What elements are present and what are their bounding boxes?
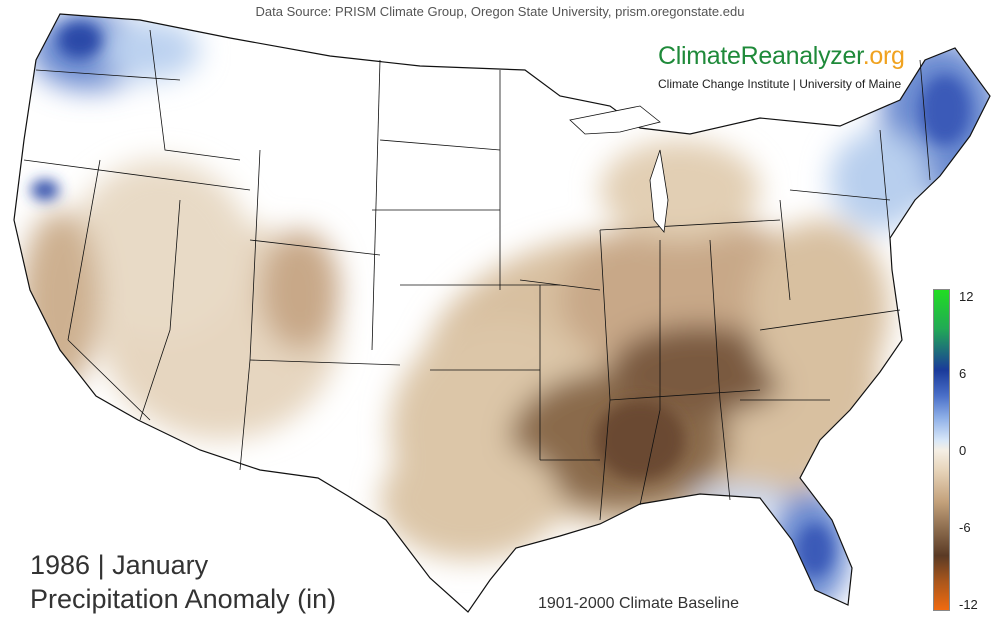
dry-region-great-basin [70,160,250,340]
lake-superior [569,105,661,135]
legend-tick-label: -12 [959,597,978,612]
legend-tick-label: 12 [959,289,974,304]
great-lakes [569,105,669,233]
state-borders [23,29,931,521]
wet-core-oregon [31,180,59,200]
dry-core-tennessee [610,325,790,415]
dry-region-california [20,210,100,390]
baseline-label: 1901-2000 Climate Baseline [538,595,740,612]
lake-michigan [649,149,669,233]
map-title-date: 1986 | January [30,550,209,580]
legend-tick-label: 0 [959,443,967,458]
map-title-block: 1986 | January Precipitation Anomaly (in… [30,548,336,616]
wet-region-gulf-coast [690,486,790,514]
wet-core-washington [58,22,102,58]
us-outline [13,13,991,613]
brand-name-main: ClimateReanalyzer [658,42,863,70]
wet-region-northern-idaho [100,20,200,80]
dry-region-rockies [260,230,340,350]
wet-core-florida [797,524,833,576]
dry-region-texas [380,440,560,560]
dry-core-mississippi [595,400,685,480]
brand-block: ClimateReanalyzer.org Climate Change Ins… [658,42,905,91]
brand-subtitle: Climate Change Institute | University of… [658,77,902,91]
data-source-text: Data Source: PRISM Climate Group, Oregon… [255,4,745,19]
wet-region-new-york [830,130,930,230]
dry-region-atlantic [750,220,890,400]
map-title-variable: Precipitation Anomaly (in) [30,584,337,614]
color-legend: 12 6 0 -6 -12 [933,289,998,621]
brand-name-tld: .org [862,42,905,70]
legend-color-bar [933,289,950,611]
brand-logo[interactable]: ClimateReanalyzer.org [658,42,905,71]
anomaly-shading [20,14,990,610]
legend-tick-label: -6 [959,520,971,535]
wet-core-maine [920,75,970,145]
legend-tick-label: 6 [959,366,967,381]
dry-region-michigan [600,140,760,240]
